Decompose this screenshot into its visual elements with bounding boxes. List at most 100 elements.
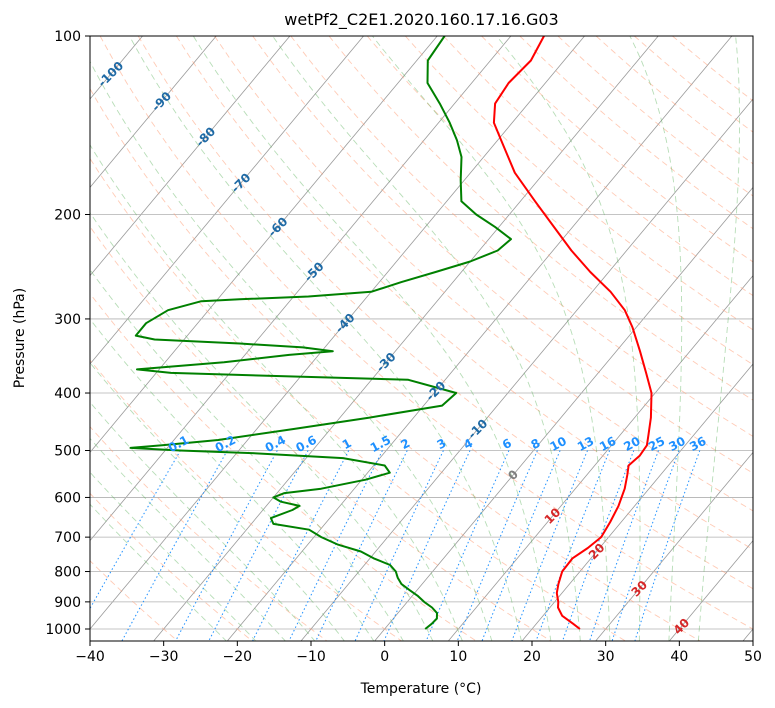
mixing-ratio-line — [589, 450, 659, 641]
dry-adiabat — [443, 36, 753, 297]
x-tick-label: −10 — [296, 649, 326, 665]
x-tick-label: −30 — [149, 649, 179, 665]
isotherm-line — [521, 363, 753, 641]
isotherm-line — [668, 540, 753, 641]
isotherm-label: -40 — [332, 311, 357, 336]
isotherm-line — [153, 36, 659, 641]
mixing-ratio-line — [315, 450, 408, 641]
mixing-ratio-label: 13 — [575, 434, 596, 454]
moist-adiabat — [129, 36, 522, 641]
dry-adiabat — [90, 157, 627, 641]
mixing-ratio-line — [481, 450, 561, 641]
y-tick-label: 300 — [54, 312, 81, 328]
dry-adiabat — [90, 492, 253, 641]
isotherm-label: -50 — [301, 259, 326, 284]
moist-adiabat — [90, 269, 404, 641]
moist-adiabat — [629, 36, 683, 641]
isotherm-label: 20 — [586, 541, 608, 563]
x-tick-label: 20 — [523, 649, 541, 665]
moist-adiabat — [372, 36, 611, 641]
moist-adiabat — [90, 503, 227, 641]
x-tick-label: 10 — [449, 649, 467, 665]
dewpoint-profile — [129, 36, 512, 630]
mixing-ratio-line — [175, 450, 278, 641]
mixing-ratio-line — [121, 450, 228, 641]
isotherm-line — [90, 36, 217, 188]
dry-adiabat — [90, 425, 328, 641]
moist-adiabat — [90, 471, 257, 641]
mixing-ratio-line — [90, 450, 181, 610]
x-tick-label: 40 — [670, 649, 688, 665]
mixing-ratio-label: 3 — [435, 436, 449, 452]
isotherm-line — [742, 628, 753, 641]
moist-adiabat — [90, 211, 434, 641]
mixing-ratio-line — [535, 450, 611, 641]
dry-adiabat — [519, 36, 753, 230]
isotherm-line — [90, 36, 438, 453]
dry-adiabat — [90, 359, 403, 641]
isotherm-label: 30 — [628, 578, 650, 600]
mixing-ratio-line — [383, 450, 471, 641]
dry-adiabat — [90, 87, 702, 641]
isotherm-label: 0 — [505, 467, 521, 483]
mixing-ratio-line — [354, 450, 444, 641]
mixing-ratio-label: 0.1 — [166, 433, 191, 455]
mixing-ratio-line — [425, 450, 510, 641]
isotherm-line — [90, 36, 291, 277]
moist-adiabat — [90, 362, 345, 641]
y-tick-label: 700 — [54, 530, 81, 546]
dry-adiabat — [90, 225, 552, 641]
mixing-ratio-line — [208, 450, 309, 641]
moist-adiabat — [192, 36, 552, 641]
dry-adiabat — [99, 36, 753, 630]
isotherm-line — [90, 36, 586, 630]
y-tick-label: 400 — [54, 386, 81, 402]
isotherm-line — [374, 186, 753, 641]
mixing-ratio-label: 16 — [597, 434, 618, 454]
mixing-ratio-line — [456, 450, 538, 641]
chart-title: wetPf2_C2E1.2020.160.17.16.G03 — [284, 10, 559, 29]
dry-adiabat — [90, 292, 478, 641]
isotherm-line — [226, 36, 733, 641]
y-tick-label: 600 — [54, 490, 81, 506]
mixing-ratio-line — [611, 450, 680, 641]
dry-adiabat — [290, 36, 753, 437]
dry-adiabat — [595, 36, 753, 165]
mixing-ratio-label: 0.6 — [294, 433, 319, 455]
isotherm-label: 10 — [542, 505, 564, 527]
moist-adiabat — [697, 36, 741, 641]
x-tick-label: 50 — [744, 649, 762, 665]
y-axis-title: Pressure (hPa) — [12, 288, 28, 388]
moist-adiabat — [90, 401, 316, 641]
x-axis-title: Temperature (°C) — [360, 681, 482, 697]
moist-adiabat — [90, 318, 375, 641]
moist-adiabat — [90, 60, 493, 641]
mixing-ratio-label: 25 — [646, 434, 667, 454]
mixing-ratio-label: 0.4 — [263, 433, 288, 455]
mixing-ratio-label: 1.5 — [368, 433, 393, 455]
y-tick-label: 1000 — [45, 622, 81, 638]
mixing-ratio-label: 6 — [500, 436, 514, 452]
mixing-ratio-line — [252, 450, 350, 641]
mixing-ratio-line — [288, 450, 383, 641]
x-tick-label: 30 — [597, 649, 615, 665]
mixing-ratio-label: 20 — [621, 434, 642, 454]
moist-adiabat — [496, 36, 641, 641]
mixing-ratio-label: 10 — [548, 434, 569, 454]
x-tick-label: −20 — [223, 649, 253, 665]
mixing-ratio-line — [561, 450, 635, 641]
mixing-ratio-line — [634, 450, 701, 641]
isotherm-line — [595, 451, 753, 641]
moist-adiabat — [90, 144, 463, 641]
mixing-ratio-line — [511, 450, 588, 641]
dry-adiabat — [137, 36, 753, 590]
plot-frame — [89, 35, 754, 642]
moist-adiabat — [272, 36, 581, 641]
dry-adiabat — [252, 36, 753, 474]
y-tick-label: 800 — [54, 565, 81, 581]
mixing-ratio-label: 36 — [687, 434, 708, 454]
dry-adiabat — [328, 36, 753, 401]
y-tick-label: 200 — [54, 208, 81, 224]
y-tick-label: 500 — [54, 443, 81, 459]
